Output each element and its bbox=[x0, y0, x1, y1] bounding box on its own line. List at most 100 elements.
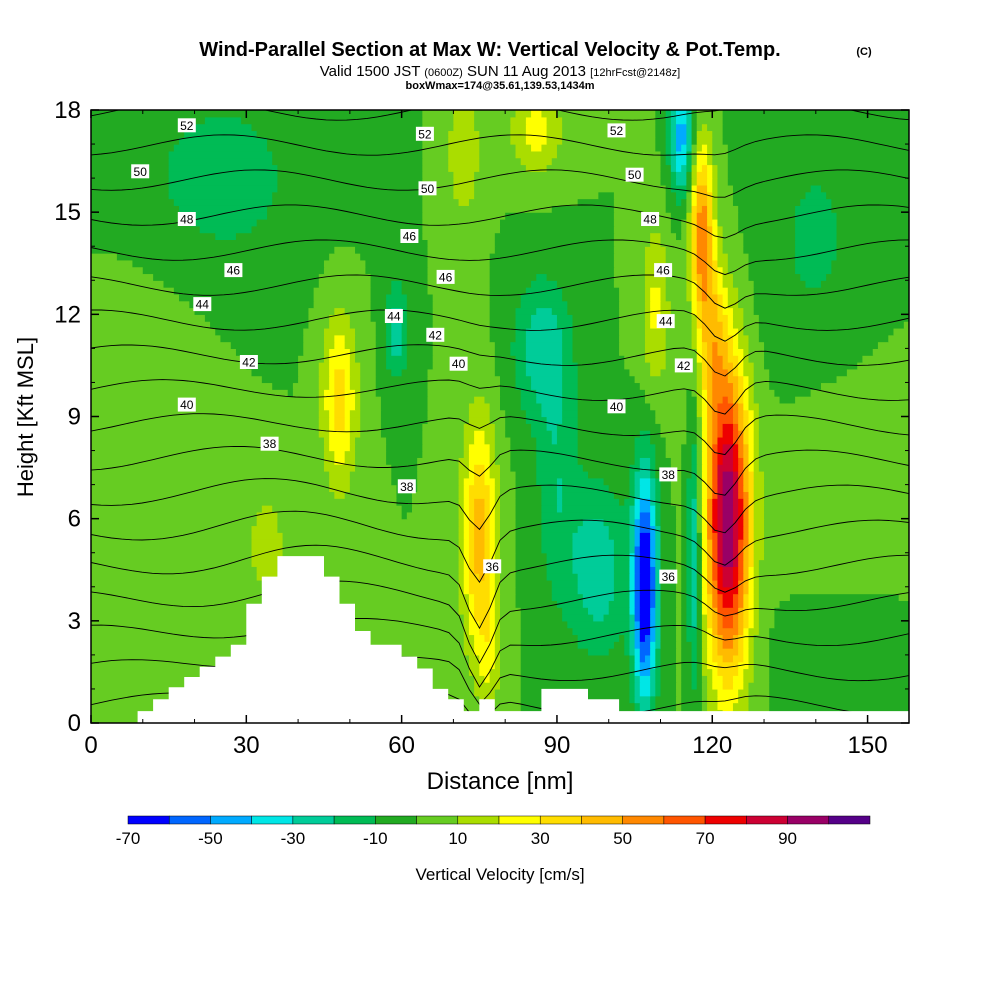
w-cell bbox=[764, 498, 909, 506]
copyright-mark: (C) bbox=[856, 46, 872, 58]
w-cell bbox=[468, 593, 475, 601]
w-cell bbox=[634, 634, 641, 642]
w-cell bbox=[655, 457, 672, 465]
w-cell bbox=[634, 620, 641, 629]
w-cell bbox=[634, 545, 641, 554]
w-cell bbox=[676, 634, 682, 642]
w-cell bbox=[639, 525, 651, 533]
w-cell bbox=[779, 396, 796, 404]
w-cell bbox=[639, 648, 651, 656]
w-cell bbox=[696, 382, 703, 390]
w-cell bbox=[634, 498, 641, 506]
w-cell bbox=[639, 634, 646, 642]
w-cell bbox=[613, 246, 646, 254]
w-cell bbox=[743, 511, 750, 520]
w-cell bbox=[738, 518, 744, 527]
w-cell bbox=[707, 470, 713, 479]
w-cell bbox=[458, 477, 465, 486]
w-cell bbox=[593, 614, 605, 622]
w-cell bbox=[665, 157, 672, 166]
w-cell bbox=[344, 402, 356, 411]
w-cell bbox=[644, 334, 667, 343]
w-cell bbox=[432, 307, 491, 315]
w-cell bbox=[681, 225, 687, 234]
w-cell bbox=[758, 443, 909, 452]
w-cell bbox=[91, 205, 180, 213]
w-cell bbox=[344, 368, 351, 377]
w-cell bbox=[676, 654, 682, 663]
w-cell bbox=[650, 232, 662, 241]
w-cell bbox=[738, 661, 750, 670]
w-cell bbox=[707, 511, 713, 520]
w-cell bbox=[489, 627, 496, 636]
w-cell bbox=[91, 171, 170, 179]
w-cell bbox=[489, 539, 496, 547]
w-cell bbox=[743, 593, 750, 601]
w-cell bbox=[722, 579, 734, 588]
w-cell bbox=[743, 648, 750, 656]
w-cell bbox=[556, 505, 563, 513]
w-cell bbox=[753, 368, 770, 377]
w-cell bbox=[256, 130, 423, 138]
theta-label-box bbox=[449, 356, 468, 371]
w-cell bbox=[696, 518, 703, 527]
w-cell bbox=[701, 341, 708, 349]
w-cell bbox=[748, 620, 755, 629]
w-cell bbox=[500, 218, 615, 227]
w-cell bbox=[463, 573, 470, 581]
w-cell bbox=[691, 144, 698, 152]
w-cell bbox=[344, 375, 351, 384]
w-cell bbox=[738, 287, 755, 295]
w-cell bbox=[546, 566, 574, 574]
w-cell bbox=[732, 307, 744, 315]
w-cell bbox=[655, 491, 662, 499]
w-cell bbox=[696, 273, 703, 281]
w-cell bbox=[732, 321, 744, 329]
w-cell bbox=[510, 123, 527, 132]
w-cell bbox=[531, 430, 553, 438]
w-cell bbox=[520, 620, 568, 629]
w-cell bbox=[463, 648, 475, 656]
w-cell bbox=[375, 382, 429, 390]
w-cell bbox=[422, 116, 455, 125]
w-cell bbox=[722, 573, 734, 581]
valid-date: SUN 11 Aug 2013 bbox=[467, 63, 586, 80]
theta-label-text: 38 bbox=[400, 480, 414, 494]
w-cell bbox=[634, 375, 698, 384]
w-cell bbox=[567, 307, 620, 315]
w-cell bbox=[655, 620, 662, 629]
w-cell bbox=[665, 205, 687, 213]
w-cell bbox=[712, 525, 719, 533]
w-cell bbox=[732, 464, 739, 472]
w-cell bbox=[686, 511, 693, 520]
w-cell bbox=[91, 423, 320, 431]
colorbar-swatch bbox=[292, 815, 335, 825]
w-cell bbox=[831, 198, 909, 206]
theta-label: 48 bbox=[641, 212, 660, 227]
w-cell bbox=[639, 545, 651, 554]
theta-label-text: 46 bbox=[227, 264, 241, 278]
w-cell bbox=[489, 675, 501, 683]
w-cell bbox=[717, 314, 729, 322]
w-cell bbox=[722, 545, 734, 554]
w-cell bbox=[577, 579, 615, 588]
w-cell bbox=[722, 654, 734, 663]
w-cell bbox=[753, 593, 760, 601]
w-cell bbox=[717, 552, 724, 561]
w-cell bbox=[717, 293, 724, 302]
w-cell bbox=[494, 341, 511, 349]
w-cell bbox=[489, 607, 496, 615]
w-cell bbox=[303, 348, 325, 356]
w-cell bbox=[629, 539, 636, 547]
w-cell bbox=[360, 389, 377, 397]
terrain-profile bbox=[91, 556, 909, 724]
w-cell bbox=[422, 130, 449, 138]
w-cell bbox=[500, 491, 517, 499]
w-cell bbox=[701, 559, 708, 567]
theta-label-text: 50 bbox=[421, 182, 435, 196]
w-cell bbox=[91, 239, 429, 247]
w-cell bbox=[298, 355, 325, 363]
w-cell bbox=[650, 668, 656, 676]
w-cell bbox=[691, 579, 698, 588]
w-cell bbox=[525, 368, 563, 377]
